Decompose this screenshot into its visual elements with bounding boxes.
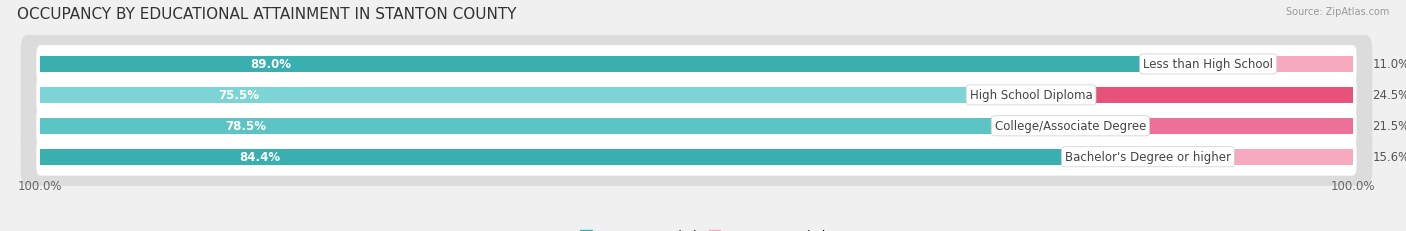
Bar bbox=[41, 118, 1070, 134]
Text: 100.0%: 100.0% bbox=[18, 179, 62, 192]
Text: Less than High School: Less than High School bbox=[1143, 58, 1274, 71]
FancyBboxPatch shape bbox=[37, 138, 1357, 176]
Text: College/Associate Degree: College/Associate Degree bbox=[995, 120, 1146, 133]
FancyBboxPatch shape bbox=[21, 36, 1372, 94]
FancyBboxPatch shape bbox=[21, 67, 1372, 125]
Bar bbox=[1147, 149, 1353, 165]
Text: High School Diploma: High School Diploma bbox=[970, 89, 1092, 102]
FancyBboxPatch shape bbox=[37, 107, 1357, 145]
FancyBboxPatch shape bbox=[21, 128, 1372, 186]
Bar bbox=[41, 149, 1147, 165]
Text: 78.5%: 78.5% bbox=[226, 120, 267, 133]
Bar bbox=[1208, 57, 1353, 73]
Bar bbox=[1031, 87, 1353, 103]
Legend: Owner-occupied, Renter-occupied: Owner-occupied, Renter-occupied bbox=[575, 224, 831, 231]
Bar bbox=[41, 57, 1208, 73]
Text: 21.5%: 21.5% bbox=[1372, 120, 1406, 133]
Bar bbox=[1070, 118, 1353, 134]
Text: 100.0%: 100.0% bbox=[1330, 179, 1375, 192]
Text: OCCUPANCY BY EDUCATIONAL ATTAINMENT IN STANTON COUNTY: OCCUPANCY BY EDUCATIONAL ATTAINMENT IN S… bbox=[17, 7, 516, 22]
Text: 84.4%: 84.4% bbox=[239, 151, 281, 164]
Text: 11.0%: 11.0% bbox=[1372, 58, 1406, 71]
Text: 15.6%: 15.6% bbox=[1372, 151, 1406, 164]
Text: Bachelor's Degree or higher: Bachelor's Degree or higher bbox=[1064, 151, 1230, 164]
FancyBboxPatch shape bbox=[37, 77, 1357, 114]
Text: 75.5%: 75.5% bbox=[219, 89, 260, 102]
Text: Source: ZipAtlas.com: Source: ZipAtlas.com bbox=[1285, 7, 1389, 17]
FancyBboxPatch shape bbox=[37, 46, 1357, 83]
Text: 24.5%: 24.5% bbox=[1372, 89, 1406, 102]
FancyBboxPatch shape bbox=[21, 97, 1372, 155]
Bar bbox=[41, 87, 1031, 103]
Text: 89.0%: 89.0% bbox=[250, 58, 291, 71]
